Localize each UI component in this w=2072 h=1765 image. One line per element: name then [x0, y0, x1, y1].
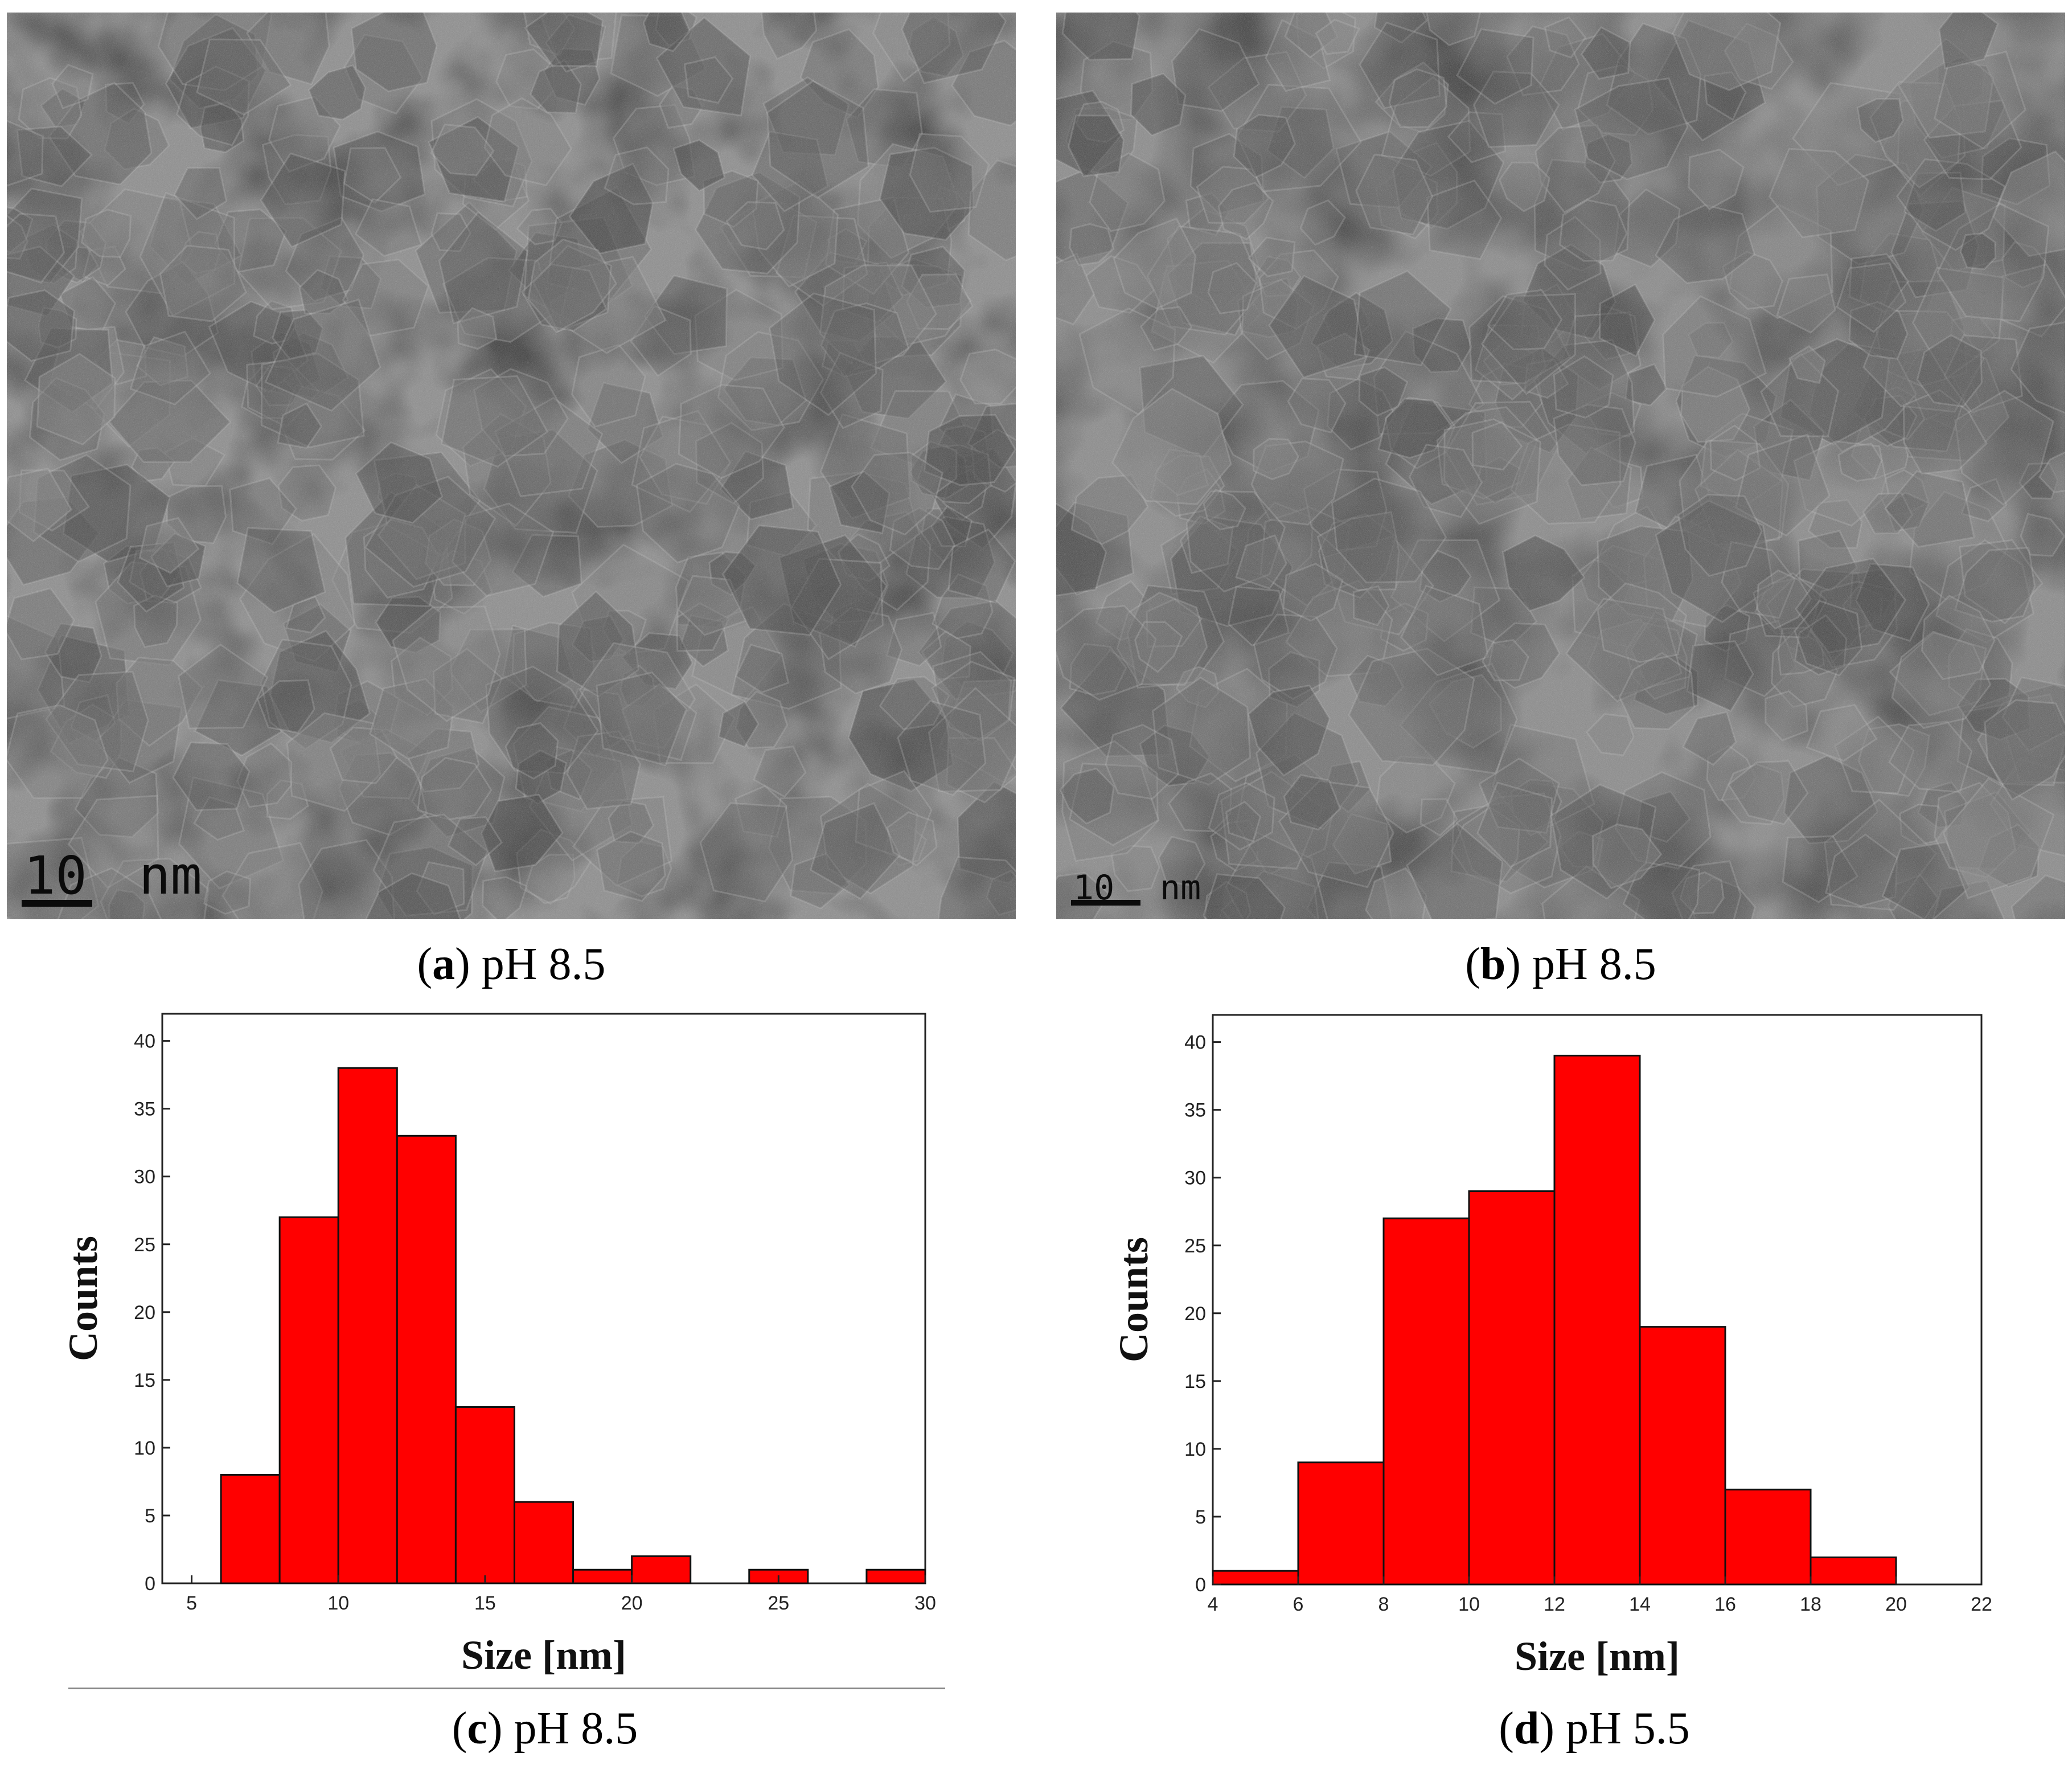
histogram-bar — [631, 1555, 692, 1584]
y-tick-label: 25 — [1184, 1235, 1206, 1257]
y-tick-label: 25 — [134, 1234, 155, 1256]
tem-micrograph-b — [1056, 13, 2065, 919]
histogram-svg-d: 0 5 10 15 20 25 30 35 40 4 6 8 10 12 14 16 18 20 22 Size [n… — [1111, 1014, 1992, 1679]
y-tick-label: 0 — [1195, 1574, 1206, 1596]
y-tick-label: 35 — [134, 1099, 155, 1120]
y-tick-label: 35 — [1184, 1100, 1206, 1121]
scale-bar-a — [22, 900, 92, 907]
caption-letter-c: c — [467, 1703, 487, 1754]
caption-letter-d: d — [1513, 1703, 1540, 1754]
scale-value-a: 10 — [24, 845, 87, 906]
histogram-bar — [1297, 1461, 1385, 1586]
caption-c: (c) pH 8.5 — [452, 1703, 638, 1754]
y-tick-label: 5 — [1195, 1506, 1206, 1528]
x-tick-label: 5 — [186, 1592, 197, 1614]
x-tick-label: 14 — [1629, 1594, 1651, 1615]
x-tick-label: 12 — [1544, 1594, 1565, 1615]
y-tick-label: 30 — [134, 1166, 155, 1188]
histogram-bar — [1212, 1570, 1299, 1586]
histogram-bar — [1724, 1488, 1812, 1586]
separator-rule — [68, 1688, 945, 1689]
tem-micrograph-a — [7, 13, 1016, 919]
histogram-bar — [337, 1067, 398, 1584]
x-tick-label: 8 — [1378, 1594, 1389, 1615]
x-tick-label: 16 — [1714, 1594, 1736, 1615]
histogram-svg-c: 0 5 10 15 20 25 30 35 40 5 10 15 20 25 30 Size [nm] Coun… — [60, 1013, 936, 1678]
histogram-bar — [1810, 1556, 1897, 1586]
histogram-bar — [1553, 1054, 1641, 1586]
caption-letter-a: a — [432, 939, 456, 989]
x-tick-label: 4 — [1208, 1594, 1218, 1615]
y-tick-label: 40 — [134, 1031, 155, 1053]
histogram-bar — [1382, 1217, 1470, 1586]
caption-text-d: pH 5.5 — [1566, 1703, 1690, 1754]
x-tick-label: 10 — [327, 1592, 349, 1614]
y-tick-label: 20 — [134, 1302, 155, 1324]
y-tick-label: 15 — [134, 1370, 155, 1391]
x-tick-label: 30 — [914, 1592, 936, 1614]
y-tick-label: 30 — [1184, 1168, 1206, 1189]
histogram-bar — [454, 1406, 515, 1584]
y-axis-title: Counts — [1111, 1237, 1156, 1362]
x-tick-label: 20 — [1885, 1594, 1907, 1615]
histogram-bar — [278, 1216, 339, 1584]
x-tick-label: 20 — [621, 1592, 643, 1614]
histogram-d: 0 5 10 15 20 25 30 35 40 4 6 8 10 12 14 16 18 20 22 Size [n… — [1053, 997, 2067, 1697]
histogram-bar — [220, 1474, 281, 1584]
histogram-bar — [865, 1569, 926, 1584]
caption-text-b: pH 8.5 — [1532, 939, 1656, 989]
caption-text-c: pH 8.5 — [514, 1703, 638, 1754]
y-tick-label: 40 — [1184, 1032, 1206, 1054]
y-tick-label: 15 — [1184, 1371, 1206, 1393]
tem-image-b: 10 nm — [1056, 13, 2065, 919]
y-tick-label: 20 — [1184, 1303, 1206, 1325]
scale-value-b: 10 — [1073, 868, 1115, 908]
scale-unit-a: nm — [139, 845, 202, 906]
histogram-bar — [513, 1501, 575, 1584]
x-tick-label: 22 — [1971, 1594, 1992, 1615]
scale-bar-b — [1071, 900, 1140, 906]
x-tick-label: 6 — [1293, 1594, 1304, 1615]
histogram-bar — [1468, 1190, 1556, 1586]
tem-image-a: 10 nm — [7, 13, 1016, 919]
caption-text-a: pH 8.5 — [481, 939, 606, 989]
x-axis-title: Size [nm] — [1515, 1633, 1680, 1679]
y-axis-title: Counts — [60, 1236, 106, 1361]
caption-letter-b: b — [1480, 939, 1506, 989]
caption-b: (b) pH 8.5 — [1465, 939, 1656, 989]
histogram-c: 0 5 10 15 20 25 30 35 40 5 10 15 20 25 30 Size [nm] Coun… — [0, 997, 1014, 1697]
x-tick-label: 25 — [768, 1592, 789, 1614]
histogram-bar — [396, 1135, 457, 1584]
y-tick-label: 5 — [145, 1505, 155, 1527]
caption-d: (d) pH 5.5 — [1499, 1703, 1690, 1754]
x-tick-label: 10 — [1458, 1594, 1480, 1615]
y-tick-label: 10 — [1184, 1439, 1206, 1460]
x-tick-label: 15 — [474, 1592, 496, 1614]
caption-a: (a) pH 8.5 — [417, 939, 606, 989]
histogram-bar — [1639, 1326, 1726, 1586]
histogram-bar — [572, 1569, 633, 1584]
x-axis-title: Size [nm] — [461, 1632, 626, 1678]
y-tick-label: 0 — [145, 1573, 155, 1595]
y-tick-label: 10 — [134, 1438, 155, 1459]
scale-unit-b: nm — [1160, 868, 1201, 908]
x-tick-label: 18 — [1800, 1594, 1821, 1615]
